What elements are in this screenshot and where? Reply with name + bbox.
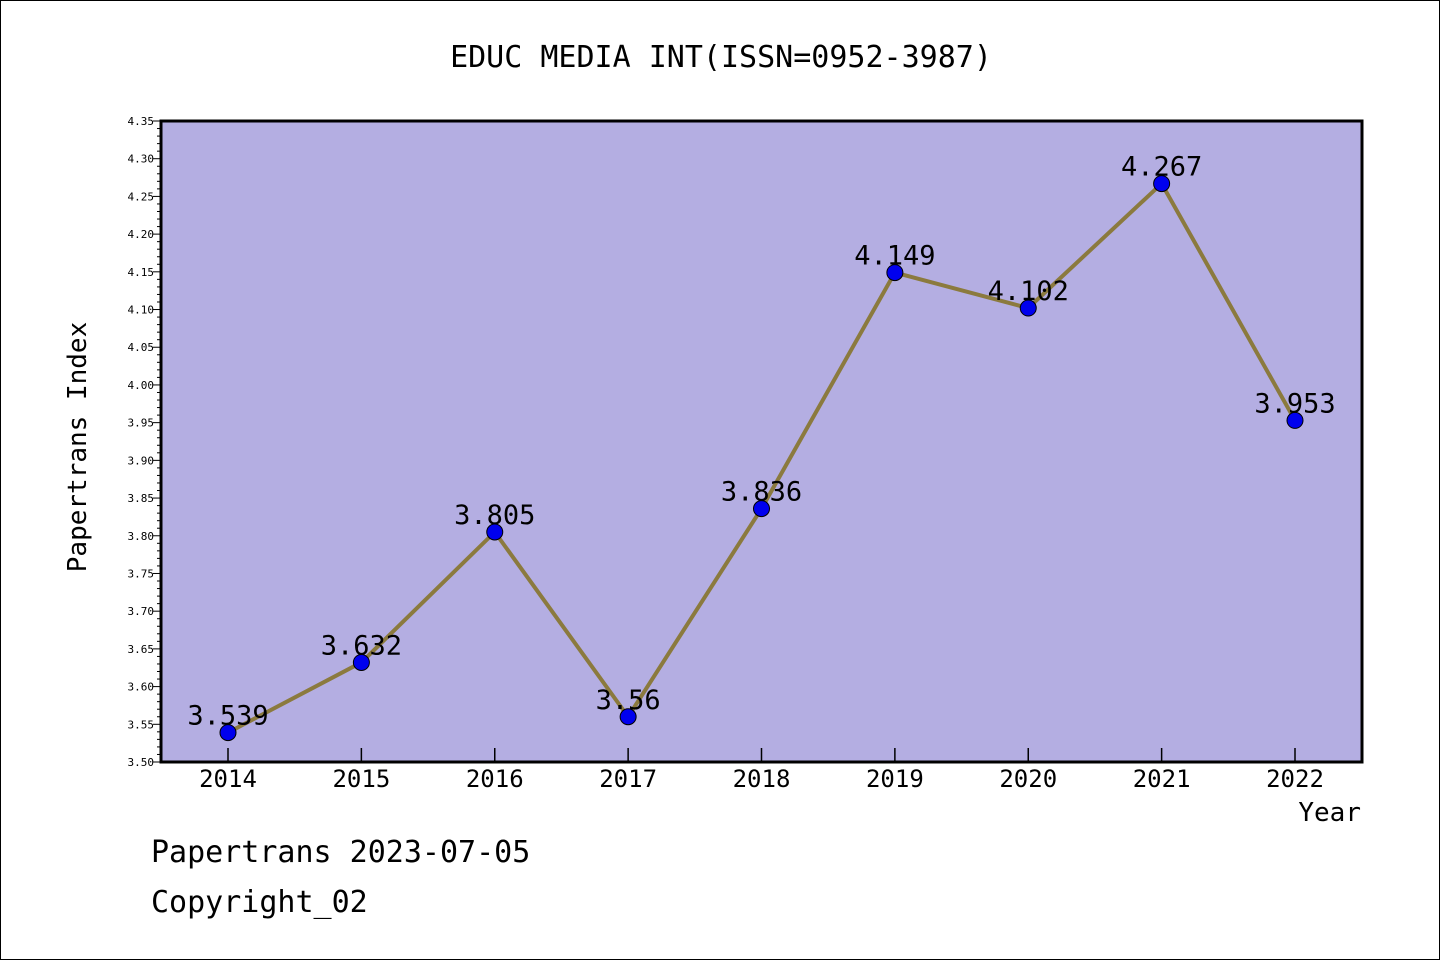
data-label: 4.102 [988, 276, 1069, 307]
y-axis-ticks: 3.50 3.55 3.60 3.65 3.70 3.75 3.80 3.85 3.90 3.95… [128, 115, 161, 769]
data-label: 3.632 [321, 630, 402, 661]
x-tick-label: 2022 [1266, 765, 1324, 793]
data-label: 3.953 [1254, 388, 1335, 419]
y-tick-label: 4.35 [128, 115, 155, 128]
data-label: 4.149 [854, 241, 935, 272]
y-tick-label: 3.90 [128, 454, 155, 467]
y-tick-label: 3.50 [128, 756, 155, 769]
data-point [1286, 411, 1304, 429]
plot-frame [159, 119, 1364, 764]
data-point [486, 523, 504, 541]
y-tick-label: 3.65 [128, 643, 155, 656]
data-label: 4.267 [1121, 152, 1202, 183]
footer-copyright: Copyright_02 [151, 885, 368, 920]
footer-date: Papertrans 2023-07-05 [151, 835, 531, 870]
x-axis-ticks: 2014 2015 2016 2017 2018 2019 2020 2021 2022 [199, 748, 1324, 793]
data-point [1019, 299, 1037, 317]
y-tick-label: 4.05 [128, 341, 155, 354]
y-tick-label: 4.25 [128, 190, 155, 203]
data-markers [219, 175, 1304, 742]
data-point [753, 500, 770, 518]
y-axis-title: Papertrans Index [63, 322, 93, 572]
x-tick-label: 2015 [332, 765, 390, 793]
data-point [1153, 175, 1171, 193]
x-tick-label: 2020 [999, 765, 1057, 793]
x-tick-label: 2014 [199, 765, 257, 793]
y-tick-label: 4.00 [128, 379, 155, 392]
y-tick-label: 3.75 [128, 567, 155, 580]
x-axis-title: Year [1298, 798, 1361, 828]
data-point [219, 724, 237, 742]
y-tick-label: 4.30 [128, 153, 155, 166]
data-label: 3.836 [721, 477, 802, 508]
x-tick-label: 2019 [866, 765, 924, 793]
y-tick-label: 3.80 [128, 530, 155, 543]
x-tick-label: 2017 [599, 765, 657, 793]
y-tick-label: 3.95 [128, 417, 155, 430]
data-labels: 3.539 3.632 3.805 3.56 3.836 4.149 4.102 4.267 3… [187, 152, 1335, 732]
data-label: 3.805 [454, 500, 535, 531]
x-tick-label: 2016 [466, 765, 524, 793]
data-label: 3.56 [596, 685, 661, 716]
data-point [886, 264, 904, 282]
data-label: 3.539 [187, 701, 268, 732]
x-tick-label: 2018 [733, 765, 791, 793]
data-point [619, 708, 637, 726]
chart-title: EDUC MEDIA INT(ISSN=0952-3987) [450, 40, 992, 75]
y-tick-label: 3.55 [128, 718, 155, 731]
y-tick-label: 4.10 [128, 304, 155, 317]
y-tick-label: 4.15 [128, 266, 155, 279]
y-tick-label: 3.70 [128, 605, 155, 618]
y-tick-label: 4.20 [128, 228, 155, 241]
x-tick-label: 2021 [1133, 765, 1191, 793]
y-tick-label: 3.85 [128, 492, 155, 505]
data-point [352, 653, 370, 671]
y-tick-label: 3.60 [128, 681, 155, 694]
